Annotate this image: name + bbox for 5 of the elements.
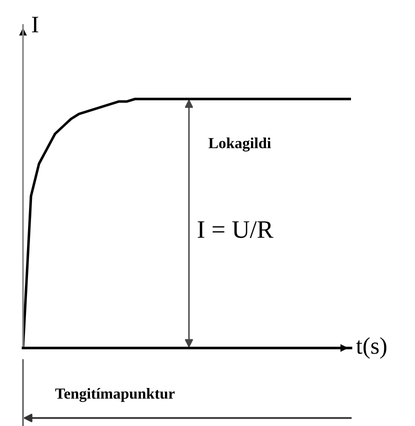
annotation: I = U/R	[198, 221, 274, 238]
y-axis-title: I	[32, 16, 38, 32]
annotation: Lokagildi	[208, 138, 271, 152]
text: Tengitímapunktur	[55, 388, 175, 402]
x-axis-title: t(s)	[356, 337, 386, 359]
